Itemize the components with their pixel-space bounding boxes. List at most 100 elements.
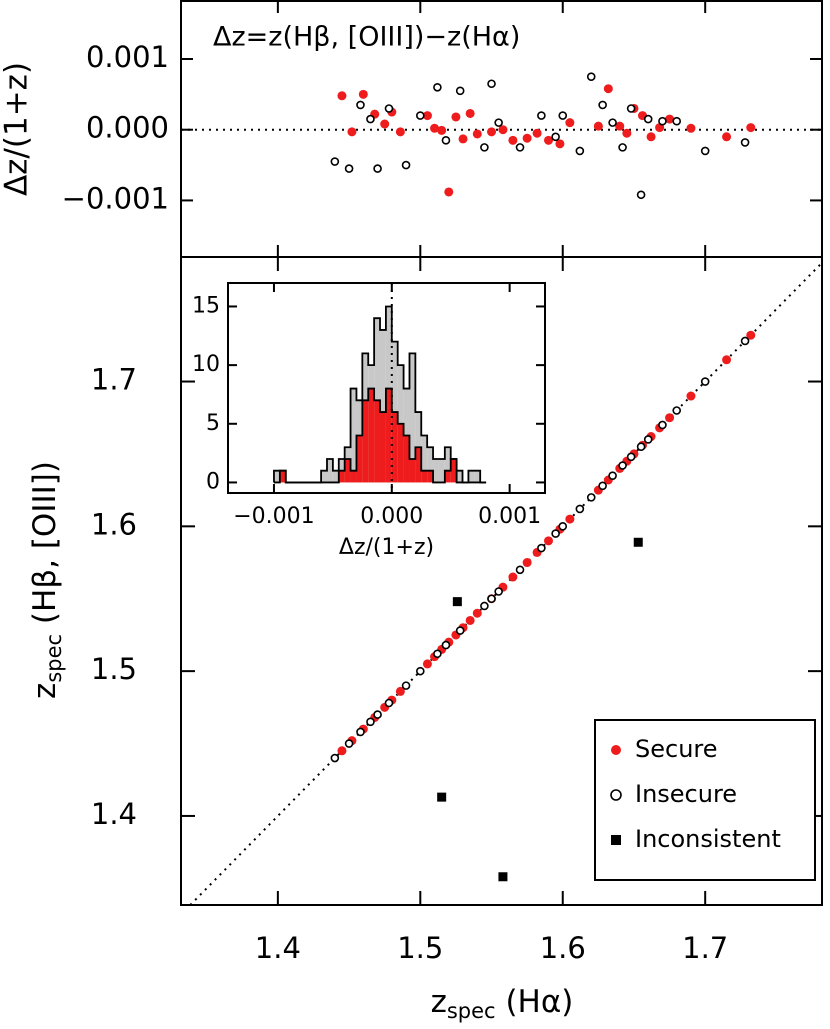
y-tick-label: 0.001 <box>86 40 169 74</box>
label-rest: (Hβ, [OIII]) <box>27 461 63 634</box>
point <box>740 138 750 147</box>
point <box>658 116 667 126</box>
legend-marker <box>610 789 622 801</box>
y-tick-label: 1.6 <box>91 507 137 541</box>
histogram-outline <box>273 387 487 484</box>
point <box>643 435 653 444</box>
point <box>380 119 390 129</box>
point <box>452 597 462 607</box>
legend-box <box>594 719 816 881</box>
point <box>575 146 585 156</box>
point <box>636 442 646 451</box>
point <box>508 572 518 582</box>
plot-frame <box>227 282 546 494</box>
point <box>672 116 682 126</box>
point <box>537 543 546 553</box>
point <box>441 136 451 145</box>
point <box>487 79 496 89</box>
point <box>498 125 508 135</box>
point <box>551 529 560 538</box>
point <box>344 739 354 748</box>
x-axis-label: Δz/(1+z) <box>339 535 434 560</box>
point <box>565 118 575 128</box>
point <box>740 336 750 346</box>
point <box>551 132 560 142</box>
histogram-bar <box>385 388 392 483</box>
histogram-bar <box>273 470 280 483</box>
point <box>608 471 617 480</box>
y-tick-label: 1.5 <box>91 652 137 686</box>
point <box>356 727 365 737</box>
point <box>437 125 447 135</box>
point <box>555 139 565 149</box>
y-tick-label: 0 <box>206 469 220 494</box>
point <box>366 114 375 124</box>
point <box>603 84 613 94</box>
point <box>373 164 382 173</box>
point <box>451 112 461 122</box>
x-tick-label: 1.6 <box>540 931 586 965</box>
histogram-bar <box>350 388 357 483</box>
histogram-bar <box>433 458 439 483</box>
histogram-bar <box>438 458 445 483</box>
point <box>330 753 340 763</box>
legend-marker <box>611 835 621 845</box>
point <box>458 134 468 144</box>
point <box>618 143 627 152</box>
point <box>746 123 756 133</box>
histogram-bar <box>397 423 404 483</box>
point <box>515 143 525 152</box>
point <box>665 413 675 423</box>
point <box>636 190 646 200</box>
histogram-bar <box>450 458 457 483</box>
point <box>356 100 365 110</box>
point <box>422 111 432 121</box>
legend-marker <box>611 745 621 755</box>
histogram-bar <box>380 412 386 483</box>
x-tick-label: 0.001 <box>478 504 541 529</box>
point <box>575 504 585 514</box>
histogram-bar <box>415 447 422 483</box>
point <box>401 160 411 170</box>
point <box>608 118 617 127</box>
point <box>532 128 542 138</box>
point <box>480 601 489 611</box>
x-tick-label: 1.7 <box>682 931 728 965</box>
histogram-bar <box>338 470 345 483</box>
histogram-bar <box>427 447 434 483</box>
label-subscript: spec <box>42 634 66 683</box>
point <box>330 157 340 166</box>
point <box>626 104 636 113</box>
point <box>586 72 596 81</box>
label-subscript: spec <box>447 999 496 1023</box>
point <box>395 686 405 696</box>
histogram-bar <box>421 435 428 483</box>
point <box>416 666 425 676</box>
point <box>441 640 451 650</box>
histogram-bar <box>350 470 357 483</box>
x-axis-label: zspec (Hα) <box>431 984 574 1024</box>
point <box>672 406 682 415</box>
histogram-bar <box>444 470 451 483</box>
point <box>558 111 568 120</box>
point <box>395 127 405 137</box>
point <box>746 330 756 340</box>
histogram-bar <box>326 458 333 483</box>
y-tick-label: 15 <box>192 293 220 318</box>
y-tick-label: 10 <box>192 352 220 377</box>
point <box>722 355 732 365</box>
point <box>593 121 603 131</box>
point <box>700 146 710 156</box>
point <box>615 121 625 131</box>
legend-label: Inconsistent <box>635 825 781 853</box>
point <box>558 522 568 531</box>
point <box>537 111 546 120</box>
point <box>494 587 503 596</box>
histogram-bar <box>391 412 398 483</box>
point <box>433 82 442 92</box>
histogram-bar <box>344 458 351 483</box>
point <box>544 536 554 546</box>
legend-label: Secure <box>635 735 718 763</box>
point <box>472 129 482 139</box>
